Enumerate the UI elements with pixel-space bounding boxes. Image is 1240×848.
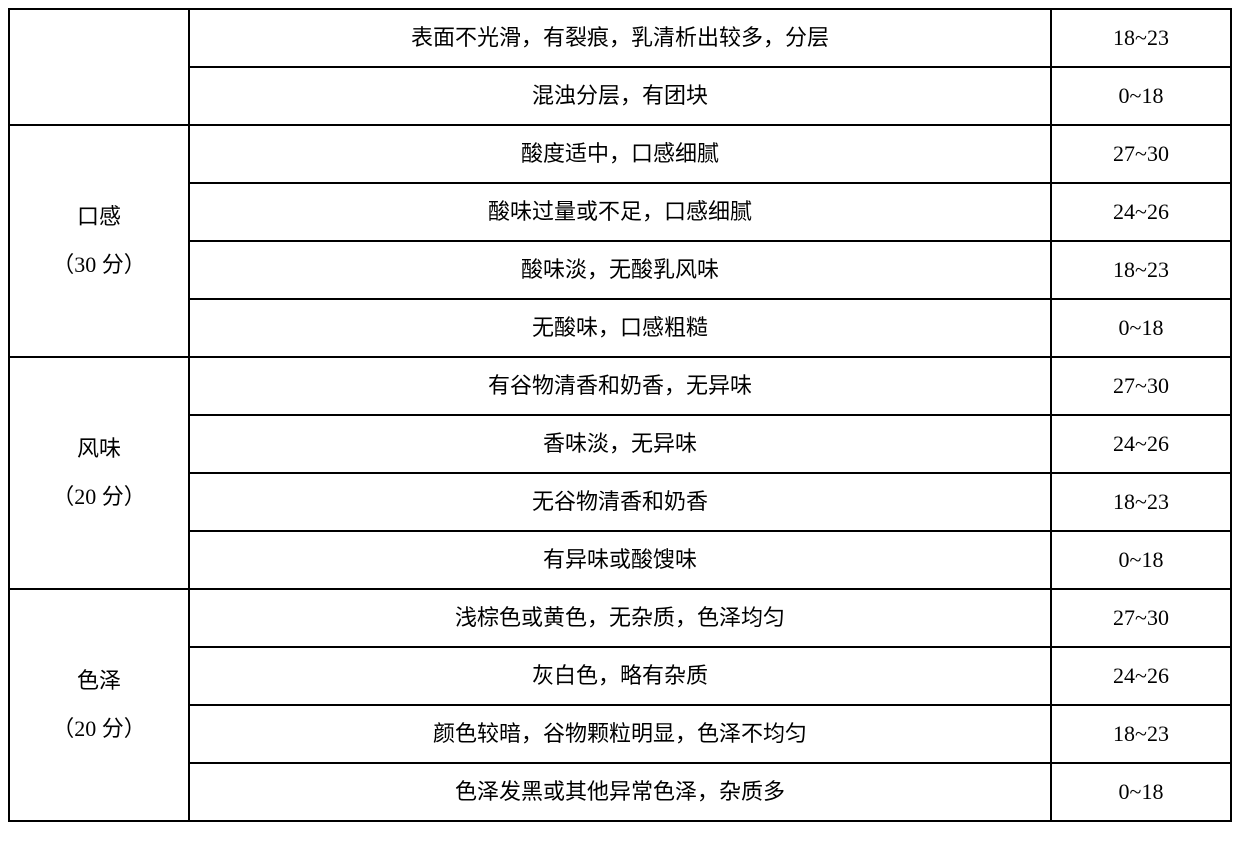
category-label: 色泽 — [77, 668, 121, 693]
description-cell: 酸味过量或不足，口感细腻 — [189, 183, 1051, 241]
description-cell: 色泽发黑或其他异常色泽，杂质多 — [189, 763, 1051, 821]
score-cell: 0~18 — [1051, 67, 1231, 125]
description-cell: 颜色较暗，谷物颗粒明显，色泽不均匀 — [189, 705, 1051, 763]
description-cell: 浅棕色或黄色，无杂质，色泽均匀 — [189, 589, 1051, 647]
score-cell: 24~26 — [1051, 183, 1231, 241]
table-row: 香味淡，无异味 24~26 — [9, 415, 1231, 473]
table-row: 表面不光滑，有裂痕，乳清析出较多，分层 18~23 — [9, 9, 1231, 67]
description-cell: 混浊分层，有团块 — [189, 67, 1051, 125]
category-label: 风味 — [77, 436, 121, 461]
score-cell: 18~23 — [1051, 241, 1231, 299]
table-row: 有异味或酸馊味 0~18 — [9, 531, 1231, 589]
description-cell: 有异味或酸馊味 — [189, 531, 1051, 589]
table-row: 酸味淡，无酸乳风味 18~23 — [9, 241, 1231, 299]
description-cell: 酸度适中，口感细腻 — [189, 125, 1051, 183]
table-row: 无酸味，口感粗糙 0~18 — [9, 299, 1231, 357]
table-row: 口感 （30 分） 酸度适中，口感细腻 27~30 — [9, 125, 1231, 183]
category-label: 口感 — [77, 204, 121, 229]
table-body: 表面不光滑，有裂痕，乳清析出较多，分层 18~23 混浊分层，有团块 0~18 … — [9, 9, 1231, 821]
table-row: 色泽发黑或其他异常色泽，杂质多 0~18 — [9, 763, 1231, 821]
score-cell: 0~18 — [1051, 763, 1231, 821]
category-cell-color: 色泽 （20 分） — [9, 589, 189, 821]
score-cell: 27~30 — [1051, 357, 1231, 415]
score-cell: 18~23 — [1051, 473, 1231, 531]
table-row: 混浊分层，有团块 0~18 — [9, 67, 1231, 125]
score-cell: 18~23 — [1051, 705, 1231, 763]
category-points: （30 分） — [52, 252, 146, 277]
evaluation-table: 表面不光滑，有裂痕，乳清析出较多，分层 18~23 混浊分层，有团块 0~18 … — [8, 8, 1232, 822]
table-row: 风味 （20 分） 有谷物清香和奶香，无异味 27~30 — [9, 357, 1231, 415]
category-points: （20 分） — [52, 716, 146, 741]
description-cell: 无酸味，口感粗糙 — [189, 299, 1051, 357]
score-cell: 27~30 — [1051, 589, 1231, 647]
table-row: 色泽 （20 分） 浅棕色或黄色，无杂质，色泽均匀 27~30 — [9, 589, 1231, 647]
description-cell: 灰白色，略有杂质 — [189, 647, 1051, 705]
category-cell-orphan — [9, 9, 189, 125]
category-cell-taste: 口感 （30 分） — [9, 125, 189, 357]
score-cell: 27~30 — [1051, 125, 1231, 183]
description-cell: 酸味淡，无酸乳风味 — [189, 241, 1051, 299]
description-cell: 表面不光滑，有裂痕，乳清析出较多，分层 — [189, 9, 1051, 67]
table-row: 颜色较暗，谷物颗粒明显，色泽不均匀 18~23 — [9, 705, 1231, 763]
score-cell: 24~26 — [1051, 647, 1231, 705]
table-row: 无谷物清香和奶香 18~23 — [9, 473, 1231, 531]
score-cell: 18~23 — [1051, 9, 1231, 67]
table-row: 灰白色，略有杂质 24~26 — [9, 647, 1231, 705]
score-cell: 0~18 — [1051, 299, 1231, 357]
category-points: （20 分） — [52, 484, 146, 509]
score-cell: 0~18 — [1051, 531, 1231, 589]
table-row: 酸味过量或不足，口感细腻 24~26 — [9, 183, 1231, 241]
score-cell: 24~26 — [1051, 415, 1231, 473]
category-cell-flavor: 风味 （20 分） — [9, 357, 189, 589]
description-cell: 无谷物清香和奶香 — [189, 473, 1051, 531]
description-cell: 有谷物清香和奶香，无异味 — [189, 357, 1051, 415]
description-cell: 香味淡，无异味 — [189, 415, 1051, 473]
